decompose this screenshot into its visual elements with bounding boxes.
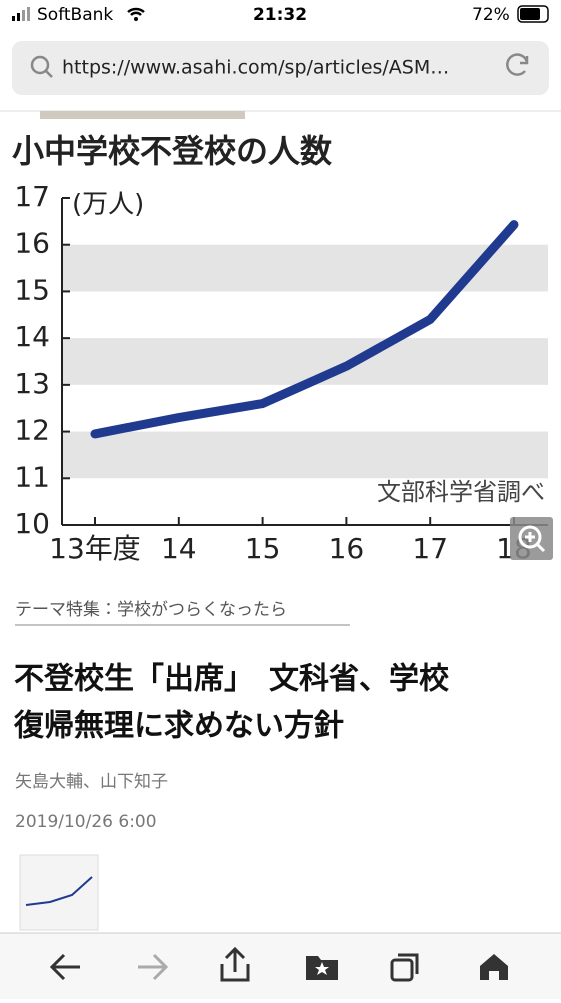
x-tick-label: 15 [245,532,281,565]
url[interactable]: https://www.asahi.com/sp/articles/ASM… [62,57,449,79]
carrier: SoftBank [37,5,113,25]
y-tick-label: 12 [14,414,50,447]
x-tick-label: 13年度 [49,532,141,565]
photo-edge [40,111,245,119]
toolbar [0,933,561,999]
signal-icon [12,7,30,21]
x-tick-label: 14 [161,532,197,565]
theme-tag[interactable]: テーマ特集：学校がつらくなったら [15,600,287,620]
grid-band [62,338,548,385]
tabs-button[interactable] [390,958,414,982]
authors: 矢島大輔、山下知子 [15,772,168,792]
x-tick-label: 16 [329,532,365,565]
address-bar[interactable] [12,41,549,95]
chart: 101112131415161713年度1415161718 [14,180,548,565]
data-line [90,220,519,439]
clock: 21:32 [253,5,307,25]
share-button[interactable] [220,946,250,982]
y-tick-label: 17 [14,180,50,213]
battery-outline [517,5,549,23]
tabs-icon-back [398,953,419,974]
wifi-icon [127,7,145,16]
battery-level [520,8,540,20]
zoom-icon [518,525,542,549]
date: 2019/10/26 6:00 [15,812,157,832]
home-button[interactable] [480,954,508,980]
forward-button[interactable] [138,953,169,981]
y-tick-label: 10 [14,507,50,540]
y-tick-label: 14 [14,320,50,353]
source-note: 文部科学省調べ [377,478,545,506]
chart-title: 小中学校不登校の人数 [12,132,332,170]
x-tick-label: 17 [412,532,448,565]
headline: 復帰無理に求めない方針 [13,709,344,744]
y-tick-label: 11 [14,460,50,493]
y-tick-label: 13 [14,367,50,400]
reload-icon[interactable] [506,53,529,76]
thumbnail-graphic [25,876,93,906]
grid-band [62,431,548,479]
bookmarks-star [315,962,329,975]
thumbnail[interactable] [19,854,99,931]
search-icon [30,55,50,75]
battery-percent: 72% [472,5,510,25]
headline: 不登校生「出席」 文科省、学校 [14,662,449,697]
search-icon-handle [45,70,53,78]
back-button[interactable] [49,953,80,981]
zoom-icon-plus [525,532,546,553]
y-tick-label: 15 [14,273,50,306]
wifi-dot [134,17,138,21]
y-tick-label: 16 [14,227,50,260]
y-axis-label: (万人) [72,190,144,220]
